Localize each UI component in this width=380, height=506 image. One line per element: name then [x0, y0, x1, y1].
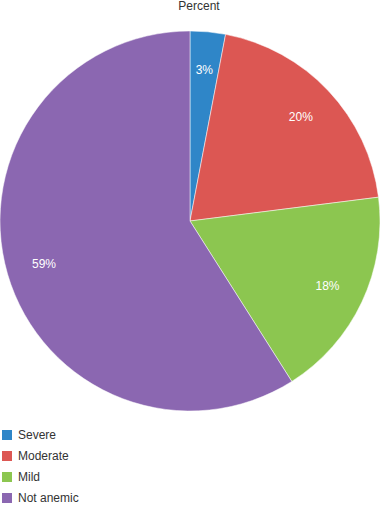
legend-label: Severe [18, 428, 56, 442]
data-label: 20% [289, 110, 313, 124]
chart: Percent 3% 20% 18% 59% Severe Moderate Mild Not … [0, 0, 380, 506]
pie [0, 31, 380, 411]
data-label: 59% [32, 257, 56, 271]
data-label: 18% [316, 279, 340, 293]
pie-slice [0, 31, 292, 411]
legend-item: Severe [2, 428, 56, 442]
pie-slice [190, 34, 379, 221]
legend-swatch [2, 451, 12, 461]
legend-label: Not anemic [18, 491, 79, 505]
legend-swatch [2, 430, 12, 440]
legend-label: Moderate [18, 449, 69, 463]
legend-item: Not anemic [2, 491, 79, 505]
data-label: 3% [196, 63, 214, 77]
legend-item: Moderate [2, 449, 69, 463]
data-labels: 3% 20% 18% 59% [32, 63, 340, 293]
legend-swatch [2, 493, 12, 503]
title: Percent [178, 0, 220, 13]
legend-swatch [2, 472, 12, 482]
legend-label: Mild [18, 470, 40, 484]
legend-item: Mild [2, 470, 40, 484]
legend: Severe Moderate Mild Not anemic [2, 428, 79, 505]
